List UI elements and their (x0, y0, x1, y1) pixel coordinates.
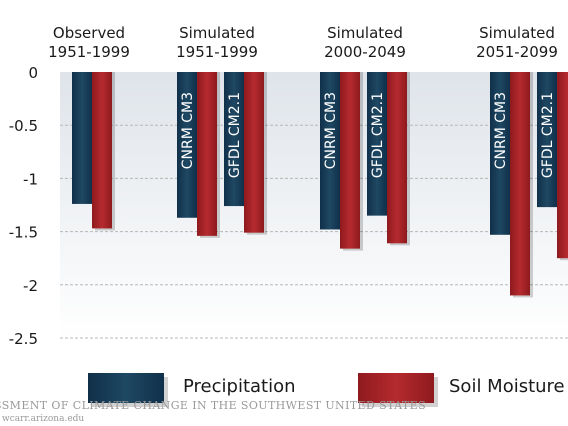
precipitation-bar (224, 72, 244, 207)
soil-moisture-bar (557, 72, 568, 259)
bars (72, 72, 568, 298)
model-label: GFDL CM2.1 (227, 92, 243, 178)
group-label-line2: 1951-1999 (176, 43, 258, 61)
group-labels: Observed1951-1999Simulated1951-1999Simul… (48, 24, 558, 61)
plot-background (60, 72, 568, 338)
y-tick-label: -0.5 (9, 117, 38, 135)
precipitation-bar (537, 72, 557, 208)
model-label: CNRM CM3 (323, 92, 339, 169)
y-tick-label: -2.5 (9, 330, 38, 348)
group-label-line1: Simulated (327, 24, 403, 42)
soil-moisture-bar (510, 72, 530, 296)
precipitation-bar (320, 72, 340, 230)
soil-moisture-bar (92, 72, 112, 229)
model-labels: CNRM CM3 GFDL CM2.1 CNRM CM3 GFDL CM2.1 CNRM… (180, 92, 556, 178)
legend-swatch-soil-moisture (358, 373, 434, 403)
legend-label-precipitation: Precipitation (183, 376, 296, 397)
watermark-line1: SSMENT OF CLIMATE CHANGE IN THE SOUTHWES… (0, 399, 426, 412)
model-label: CNRM CM3 (493, 92, 509, 169)
soil-moisture-bar (387, 72, 407, 244)
soil-moisture-bar (244, 72, 264, 233)
precipitation-bar (367, 72, 387, 216)
group-label-line2: 1951-1999 (48, 43, 130, 61)
group-label-line2: 2000-2049 (324, 43, 406, 61)
legend: Precipitation Soil Moisture (88, 373, 565, 407)
group-label-line2: 2051-2099 (476, 43, 558, 61)
soil-moisture-bar (340, 72, 360, 249)
soil-moisture-bar (197, 72, 217, 236)
group-label-line1: Simulated (479, 24, 555, 42)
precipitation-bar (177, 72, 197, 218)
group-label-line1: Observed (53, 24, 125, 42)
watermark-line2: wcarr.arizona.edu (2, 414, 84, 424)
group-label-line1: Simulated (179, 24, 255, 42)
legend-label-soil-moisture: Soil Moisture (449, 376, 565, 397)
y-tick-label: 0 (28, 64, 38, 82)
legend-swatch-precipitation (88, 373, 164, 403)
y-tick-label: -1.5 (9, 224, 38, 242)
y-tick-label: -1 (23, 170, 38, 188)
model-label: CNRM CM3 (180, 92, 196, 169)
model-label: GFDL CM2.1 (370, 92, 386, 178)
precipitation-bar (490, 72, 510, 235)
y-axis-ticks: 0 -0.5 -1 -1.5 -2 -2.5 (9, 64, 38, 348)
precipitation-bar (72, 72, 92, 204)
model-label: GFDL CM2.1 (540, 92, 556, 178)
y-tick-label: -2 (23, 277, 38, 295)
